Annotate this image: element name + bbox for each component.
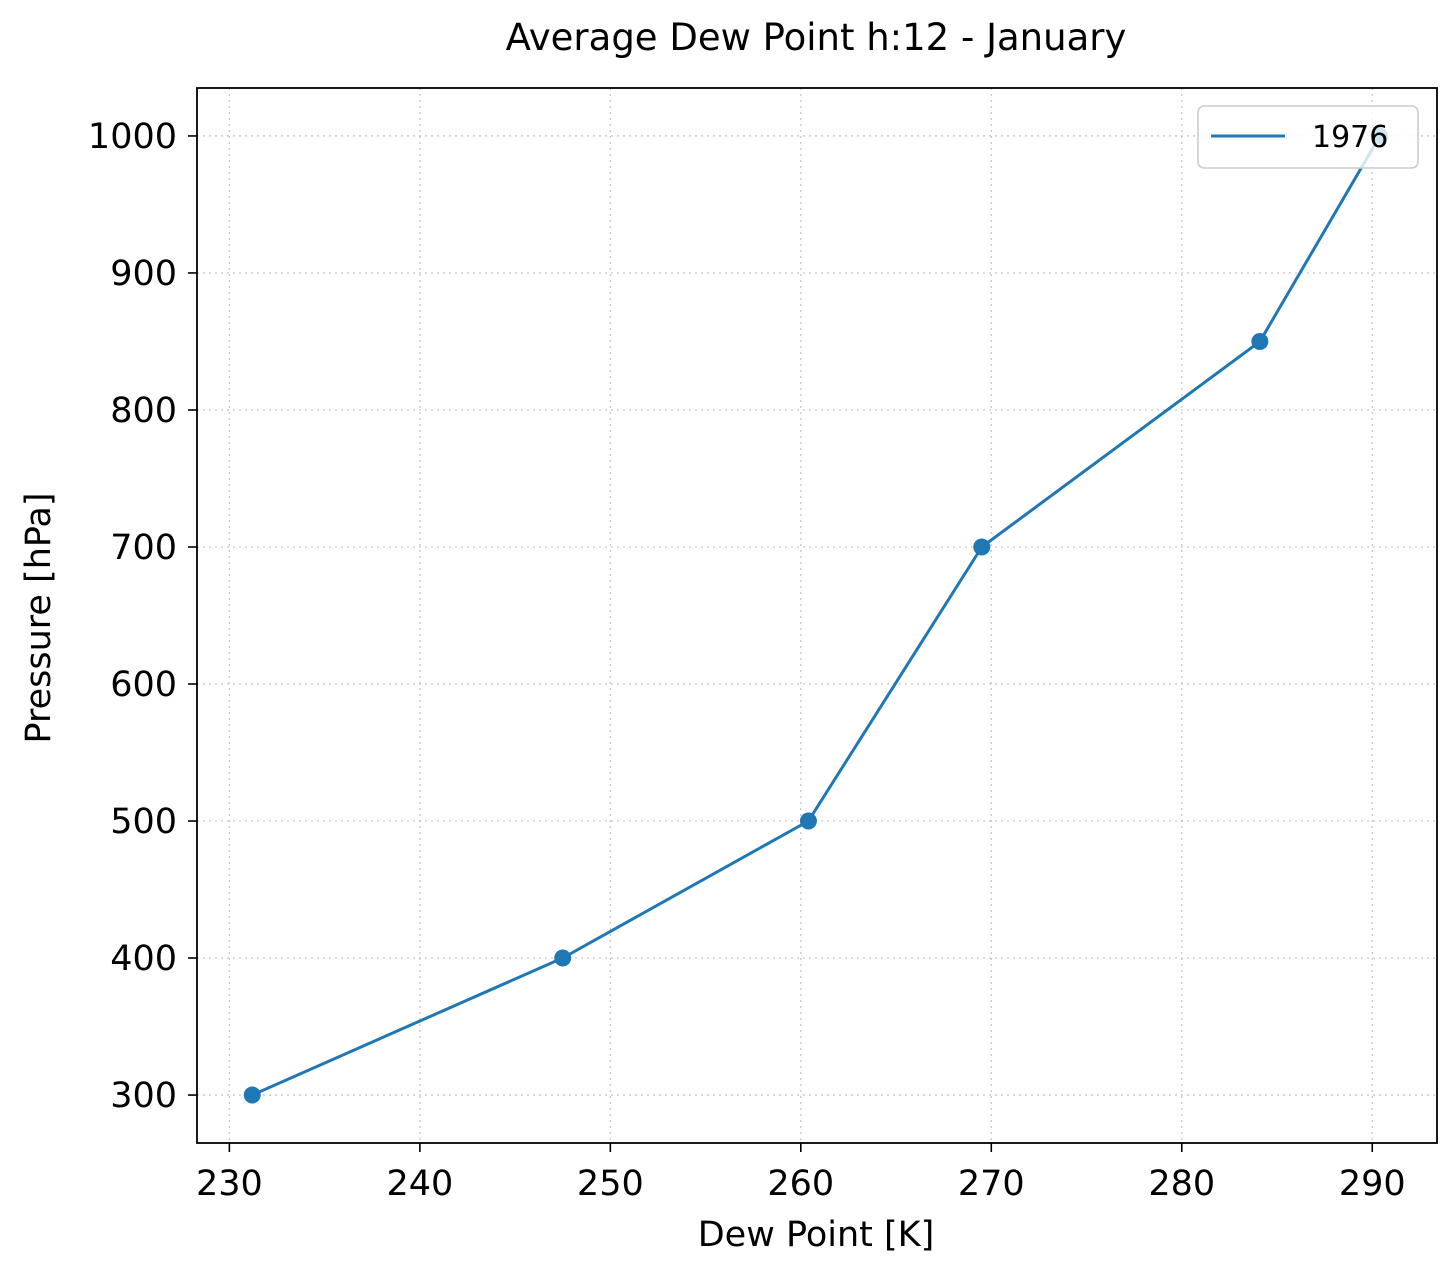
chart-title: Average Dew Point h:12 - January (506, 16, 1127, 59)
axis-ticks: 230 240 250 260 270 280 290 300 400 500 600 700 800 9… (88, 117, 1406, 1204)
x-axis-title: Dew Point [K] (698, 1215, 935, 1255)
x-tick-label: 230 (196, 1164, 263, 1204)
y-tick-label: 400 (110, 939, 177, 979)
data-point (1251, 332, 1269, 350)
data-point (799, 812, 817, 830)
series-line-1976 (251, 135, 1382, 1097)
grid-lines (197, 88, 1437, 1143)
plot-frame (196, 87, 1438, 1144)
x-tick-label: 260 (767, 1164, 834, 1204)
y-tick-label: 1000 (88, 117, 177, 157)
y-tick-label: 900 (110, 254, 177, 294)
legend-label-1976: 1976 (1312, 120, 1388, 155)
x-tick-label: 250 (577, 1164, 644, 1204)
y-tick-label: 700 (110, 528, 177, 568)
x-tick-label: 280 (1148, 1164, 1215, 1204)
y-tick-label: 600 (110, 665, 177, 705)
x-tick-label: 290 (1339, 1164, 1406, 1204)
data-point (243, 1086, 261, 1104)
data-point (973, 538, 991, 556)
y-tick-label: 800 (110, 391, 177, 431)
legend-box (1197, 105, 1419, 169)
x-tick-label: 270 (958, 1164, 1025, 1204)
y-axis-title: Pressure [hPa] (19, 492, 59, 743)
y-tick-label: 500 (110, 802, 177, 842)
legend: 1976 (1197, 105, 1419, 169)
x-tick-label: 240 (386, 1164, 453, 1204)
data-point (554, 949, 572, 967)
y-tick-label: 300 (110, 1076, 177, 1116)
